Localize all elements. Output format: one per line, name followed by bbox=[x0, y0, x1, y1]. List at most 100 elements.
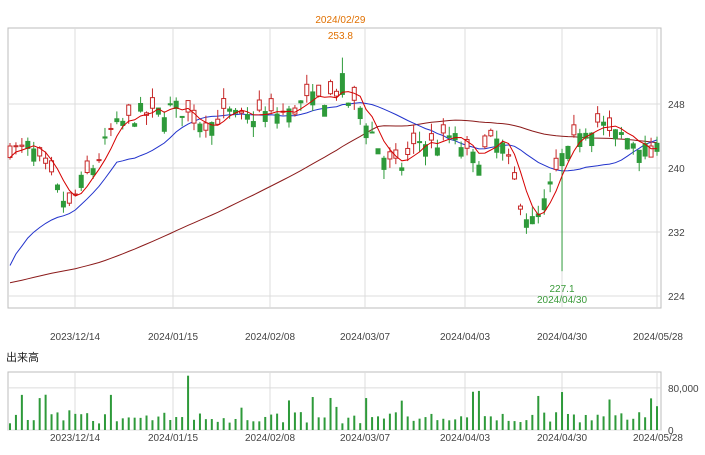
candle-body bbox=[369, 131, 375, 134]
candle-body bbox=[90, 168, 96, 176]
candle-body bbox=[96, 159, 102, 162]
candle-body bbox=[120, 120, 126, 126]
volume-bar bbox=[305, 422, 308, 430]
candle-body bbox=[191, 109, 197, 124]
volume-bar bbox=[151, 420, 154, 430]
high-date-label: 2024/02/29 bbox=[315, 15, 365, 26]
candle-body bbox=[333, 90, 339, 97]
volume-bar bbox=[626, 419, 629, 430]
candle-body bbox=[161, 117, 167, 132]
volume-x-tick-label: 2024/02/08 bbox=[245, 433, 295, 444]
price-y-tick-label: 232 bbox=[668, 228, 685, 239]
candle-body bbox=[31, 148, 37, 162]
volume-bar bbox=[537, 395, 540, 430]
price-x-tick-label: 2024/02/08 bbox=[245, 332, 295, 343]
candle-body bbox=[636, 149, 642, 163]
volume-bar bbox=[252, 421, 255, 430]
candle-body bbox=[470, 151, 476, 164]
candle-body bbox=[523, 219, 529, 228]
volume-panel-title: 出来高 bbox=[6, 351, 39, 364]
volume-bar bbox=[454, 419, 457, 430]
candle-body bbox=[256, 99, 262, 111]
candle-body bbox=[84, 160, 90, 174]
price-x-tick-label: 2024/03/07 bbox=[340, 332, 390, 343]
candle-body bbox=[19, 144, 25, 147]
volume-bar bbox=[584, 414, 587, 430]
volume-bar bbox=[246, 420, 249, 430]
volume-bar bbox=[418, 418, 421, 430]
volume-bar bbox=[103, 414, 106, 430]
volume-bar bbox=[317, 417, 320, 430]
candle-body bbox=[13, 145, 19, 148]
candle-body bbox=[78, 174, 84, 188]
candle-body bbox=[423, 144, 429, 157]
candle-body bbox=[618, 132, 624, 135]
volume-bar bbox=[139, 417, 142, 430]
candle-body bbox=[215, 118, 221, 125]
volume-bar bbox=[121, 418, 124, 430]
volume-bar bbox=[270, 414, 273, 430]
candle-body bbox=[357, 107, 363, 120]
candle-body bbox=[607, 117, 613, 131]
candle-body bbox=[476, 164, 482, 176]
ma-long-line bbox=[9, 119, 658, 284]
candle-body bbox=[446, 135, 452, 138]
volume-bar bbox=[44, 394, 47, 430]
candle-body bbox=[547, 181, 553, 185]
volume-bar bbox=[549, 421, 552, 430]
candle-body bbox=[512, 172, 518, 180]
volume-bar bbox=[228, 422, 231, 430]
volume-bar bbox=[115, 421, 118, 430]
volume-bar bbox=[543, 412, 546, 430]
volume-bar bbox=[460, 416, 463, 430]
volume-bar bbox=[9, 423, 11, 430]
volume-bar bbox=[371, 417, 374, 430]
candle-body bbox=[132, 123, 138, 127]
volume-bar bbox=[632, 418, 635, 430]
price-x-tick-label: 2023/12/14 bbox=[50, 332, 100, 343]
low-value-label: 227.1 bbox=[550, 284, 575, 295]
volume-bar bbox=[590, 420, 593, 430]
volume-bar bbox=[614, 415, 617, 430]
volume-bar bbox=[507, 420, 510, 430]
candle-body bbox=[399, 167, 405, 171]
candle-body bbox=[458, 147, 464, 157]
price-x-tick-label: 2024/04/30 bbox=[537, 332, 587, 343]
volume-bar bbox=[109, 394, 112, 430]
candle-body bbox=[417, 141, 423, 144]
candle-body bbox=[589, 132, 595, 147]
candle-body bbox=[262, 111, 268, 122]
volume-bar bbox=[264, 416, 267, 430]
volume-bar bbox=[193, 419, 196, 430]
volume-bar bbox=[656, 406, 658, 430]
volume-bar bbox=[26, 419, 29, 430]
candle-body bbox=[405, 147, 411, 155]
volume-bar bbox=[157, 416, 160, 430]
volume-bar bbox=[92, 420, 95, 430]
candle-body bbox=[434, 147, 440, 156]
candle-body bbox=[375, 148, 381, 155]
candle-body bbox=[227, 108, 233, 112]
volume-bar bbox=[638, 412, 641, 430]
volume-bar bbox=[566, 413, 569, 430]
volume-bar bbox=[382, 418, 385, 430]
volume-bar bbox=[501, 413, 504, 430]
volume-bar bbox=[555, 412, 558, 430]
volume-bar bbox=[513, 421, 516, 430]
candle-body bbox=[244, 114, 250, 120]
candle-body bbox=[387, 151, 393, 160]
candle-body bbox=[316, 84, 322, 97]
volume-bar bbox=[341, 423, 344, 430]
candle-body bbox=[126, 104, 132, 116]
volume-bar bbox=[448, 420, 451, 430]
candle-body bbox=[601, 121, 607, 126]
volume-bar bbox=[644, 417, 647, 430]
volume-bar bbox=[394, 412, 397, 430]
candle-body bbox=[345, 102, 351, 106]
volume-bar bbox=[282, 422, 285, 430]
volume-bar bbox=[187, 375, 190, 430]
candle-body bbox=[506, 154, 512, 157]
volume-bar bbox=[32, 420, 35, 430]
